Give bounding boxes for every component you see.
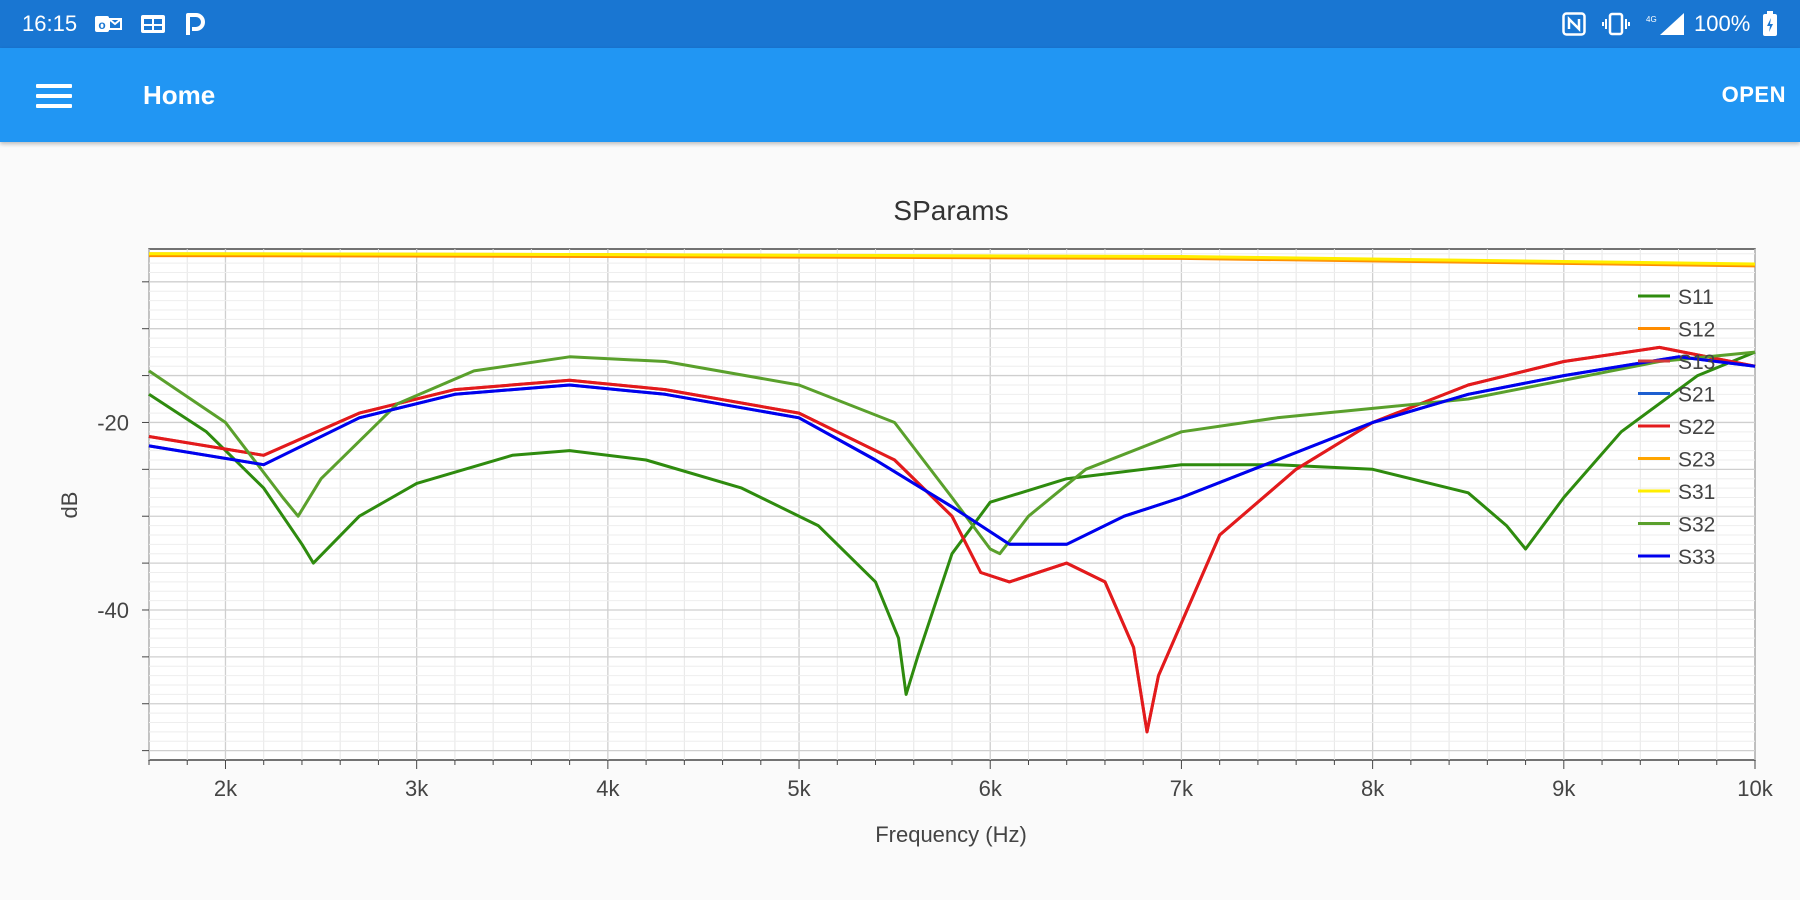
legend-label-s33: S33 xyxy=(1678,546,1715,569)
parking-icon xyxy=(184,12,206,36)
outlook-icon: o xyxy=(94,12,122,36)
app-title: Home xyxy=(143,80,216,110)
series-line-s32 xyxy=(148,350,1756,556)
svg-text:4G: 4G xyxy=(1646,15,1657,24)
series-line-s22 xyxy=(148,345,1756,734)
open-button[interactable]: OPEN xyxy=(1721,82,1786,107)
legend-label-s22: S22 xyxy=(1678,416,1715,439)
legend-label-s31: S31 xyxy=(1678,481,1715,504)
status-time: 16:15 xyxy=(22,11,78,36)
x-tick-label: 5k xyxy=(787,776,811,801)
x-tick-label: 4k xyxy=(596,776,620,801)
y-tick-label: -20 xyxy=(97,410,129,435)
series-line-s11 xyxy=(148,350,1756,696)
x-tick-label: 8k xyxy=(1361,776,1385,801)
legend-label-s21: S21 xyxy=(1678,384,1715,407)
y-axis-label: dB xyxy=(57,492,82,519)
status-bar: 16:15 o 4G 100% xyxy=(0,0,1800,48)
x-tick-label: 6k xyxy=(979,776,1003,801)
legend-label-s13: S13 xyxy=(1678,351,1715,374)
grid-lines xyxy=(148,249,1756,760)
battery-icon xyxy=(1762,11,1778,36)
signal-icon: 4G xyxy=(1644,12,1688,36)
x-tick-label: 3k xyxy=(405,776,429,801)
x-tick-label: 2k xyxy=(214,776,238,801)
nfc-icon xyxy=(1562,12,1586,36)
legend-label-s32: S32 xyxy=(1678,514,1715,537)
x-tick-label: 9k xyxy=(1552,776,1576,801)
legend-label-s12: S12 xyxy=(1678,319,1715,342)
legend-label-s11: S11 xyxy=(1678,286,1714,309)
calendar-icon xyxy=(140,12,166,36)
legend: S11 S12 S13 S21 S22 S23 S31 S32 S33 xyxy=(1638,286,1715,569)
hamburger-menu-icon[interactable] xyxy=(30,72,78,120)
axis-ticks: 2k 3k 4k 5k 6k 7k 8k 9k 10k -20 -40 xyxy=(97,281,1774,801)
app-bar: Home OPEN xyxy=(0,48,1800,142)
x-axis-label: Frequency (Hz) xyxy=(875,822,1027,847)
series-lines xyxy=(148,252,1756,734)
battery-percentage: 100% xyxy=(1694,11,1751,36)
series-line-s33 xyxy=(148,355,1756,546)
series-line-s31 xyxy=(148,252,1756,266)
vibrate-icon xyxy=(1602,12,1630,36)
chart-title: SParams xyxy=(893,195,1008,226)
svg-text:o: o xyxy=(98,18,105,32)
legend-label-s23: S23 xyxy=(1678,449,1715,472)
sparams-chart: SParams 2k 3k 4k 5k 6k 7k 8k 9k 10k -20 -40 S11 S12… xyxy=(57,195,1774,847)
x-tick-label: 10k xyxy=(1737,776,1773,801)
y-tick-label: -40 xyxy=(97,598,129,623)
x-tick-label: 7k xyxy=(1170,776,1194,801)
